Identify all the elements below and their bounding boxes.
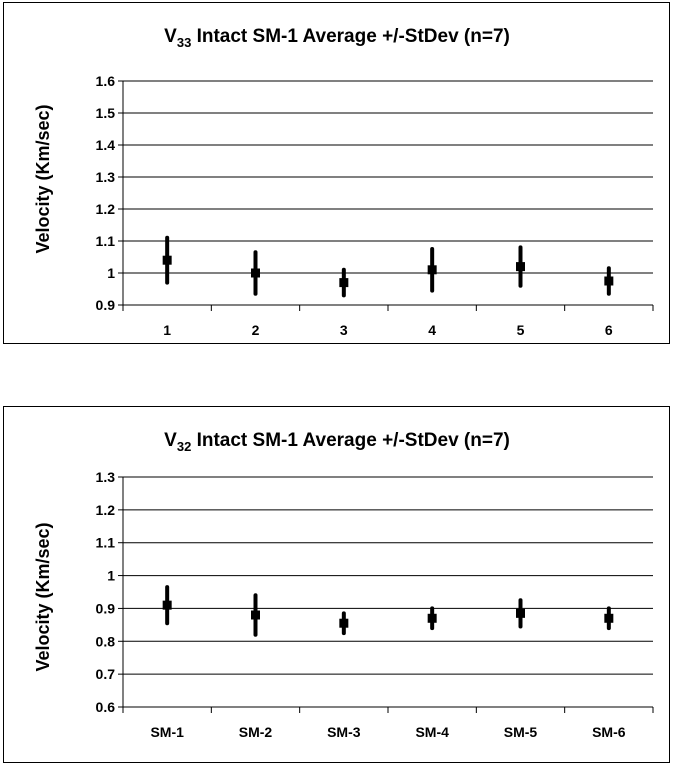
mean-marker (251, 268, 260, 278)
mean-marker (339, 278, 349, 288)
y-axis-label: Velocity (Km/sec) (33, 104, 53, 253)
chart-v33: V33 Intact SM-1 Average +/-StDev (n=7) V… (33, 26, 654, 338)
mean-marker (339, 618, 349, 628)
chart-panel-v32: V32 Intact SM-1 Average +/-StDev (n=7) V… (3, 406, 670, 763)
y-tick-label: 1.2 (96, 201, 116, 217)
y-tick-label: 1.4 (96, 137, 116, 153)
x-tick-label: 6 (605, 322, 613, 338)
y-tick-label: 1.3 (96, 469, 116, 485)
y-tick-label: 0.9 (96, 600, 116, 616)
y-tick-label: 1.6 (96, 73, 116, 89)
y-tick-label: 0.7 (96, 666, 116, 682)
mean-marker (162, 600, 172, 610)
x-tick-label: SM-1 (150, 724, 184, 740)
mean-marker (251, 610, 260, 620)
y-tick-label: 1 (107, 265, 115, 281)
y-tick-label: 0.8 (96, 633, 116, 649)
mean-marker (604, 613, 614, 623)
x-tick-label: 4 (428, 322, 436, 338)
mean-marker (516, 262, 525, 272)
y-tick-label: 1.1 (96, 233, 116, 249)
y-tick-label: 1.5 (96, 105, 116, 121)
x-tick-label: 5 (517, 322, 525, 338)
y-tick-label: 1.2 (96, 502, 116, 518)
x-tick-label: SM-2 (239, 724, 273, 740)
mean-marker (162, 255, 172, 265)
mean-marker (516, 608, 525, 618)
y-tick-label: 1.1 (96, 535, 116, 551)
mean-marker (427, 265, 437, 275)
x-tick-label: SM-6 (592, 724, 626, 740)
chart-title: V33 Intact SM-1 Average +/-StDev (n=7) (164, 26, 510, 50)
x-tick-label: 1 (163, 322, 171, 338)
chart-title: V32 Intact SM-1 Average +/-StDev (n=7) (164, 430, 510, 454)
chart-v32: V32 Intact SM-1 Average +/-StDev (n=7) V… (33, 430, 654, 740)
mean-marker (604, 276, 614, 286)
chart-panel-v33: V33 Intact SM-1 Average +/-StDev (n=7) V… (3, 2, 670, 344)
mean-marker (427, 613, 437, 623)
y-tick-label: 0.6 (96, 699, 116, 715)
y-tick-label: 0.9 (96, 297, 116, 313)
y-axis-label: Velocity (Km/sec) (33, 522, 53, 671)
y-tick-label: 1.3 (96, 169, 116, 185)
x-tick-label: SM-4 (415, 724, 449, 740)
y-tick-label: 1 (107, 568, 115, 584)
x-tick-label: SM-3 (327, 724, 361, 740)
x-tick-label: 2 (252, 322, 260, 338)
x-tick-label: SM-5 (504, 724, 538, 740)
x-tick-label: 3 (340, 322, 348, 338)
